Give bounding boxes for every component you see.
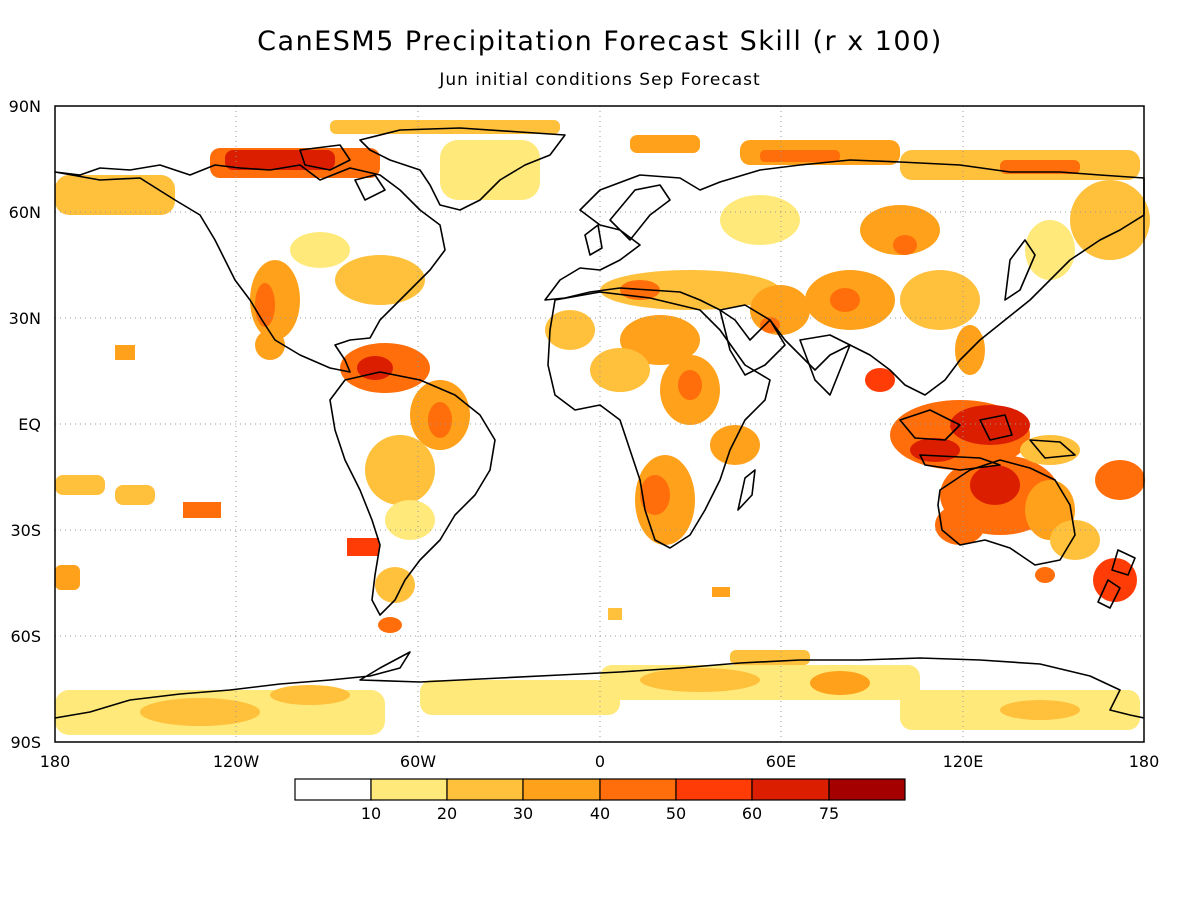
colorbar-swatch [675,778,753,801]
colorbar: 10 20 30 40 50 60 75 [294,778,906,823]
lat-label: EQ [18,415,41,434]
colorbar-swatch [370,778,448,801]
colorbar-swatch [446,778,524,801]
lon-label: 120W [213,752,260,771]
map-frame [54,105,1145,743]
longitude-labels: 180 120W 60W 0 60E 120E 180 [40,752,1160,771]
colorbar-swatch [751,778,830,801]
colorbar-swatch [294,778,372,801]
colorbar-swatch [828,778,906,801]
colorbar-label: 30 [513,804,533,823]
chart-subtitle: Jun initial conditions Sep Forecast [439,70,761,90]
colorbar-label: 40 [590,804,610,823]
lon-label: 180 [40,752,71,771]
colorbar-label: 10 [361,804,381,823]
lon-label: 60W [400,752,436,771]
colorbar-label: 60 [742,804,762,823]
lat-label: 90N [9,97,41,116]
lat-label: 30S [10,521,41,540]
colorbar-label: 50 [666,804,686,823]
chart-title: CanESM5 Precipitation Forecast Skill (r … [257,26,943,57]
coastlines [54,127,1145,719]
lon-label: 60E [766,752,796,771]
lat-label: 30N [9,309,41,328]
colorbar-label: 20 [437,804,457,823]
latitude-labels: 90N 60N 30N EQ 30S 60S 90S [9,97,41,752]
map-gridlines [55,106,1144,742]
colorbar-swatch [522,778,601,801]
lon-label: 0 [595,752,605,771]
colorbar-swatch [599,778,677,801]
lon-label: 120E [943,752,984,771]
colorbar-label: 75 [819,804,839,823]
lon-label: 180 [1129,752,1160,771]
lat-label: 90S [10,733,41,752]
lat-label: 60N [9,203,41,222]
skill-shading [55,120,1150,735]
lat-label: 60S [10,627,41,646]
